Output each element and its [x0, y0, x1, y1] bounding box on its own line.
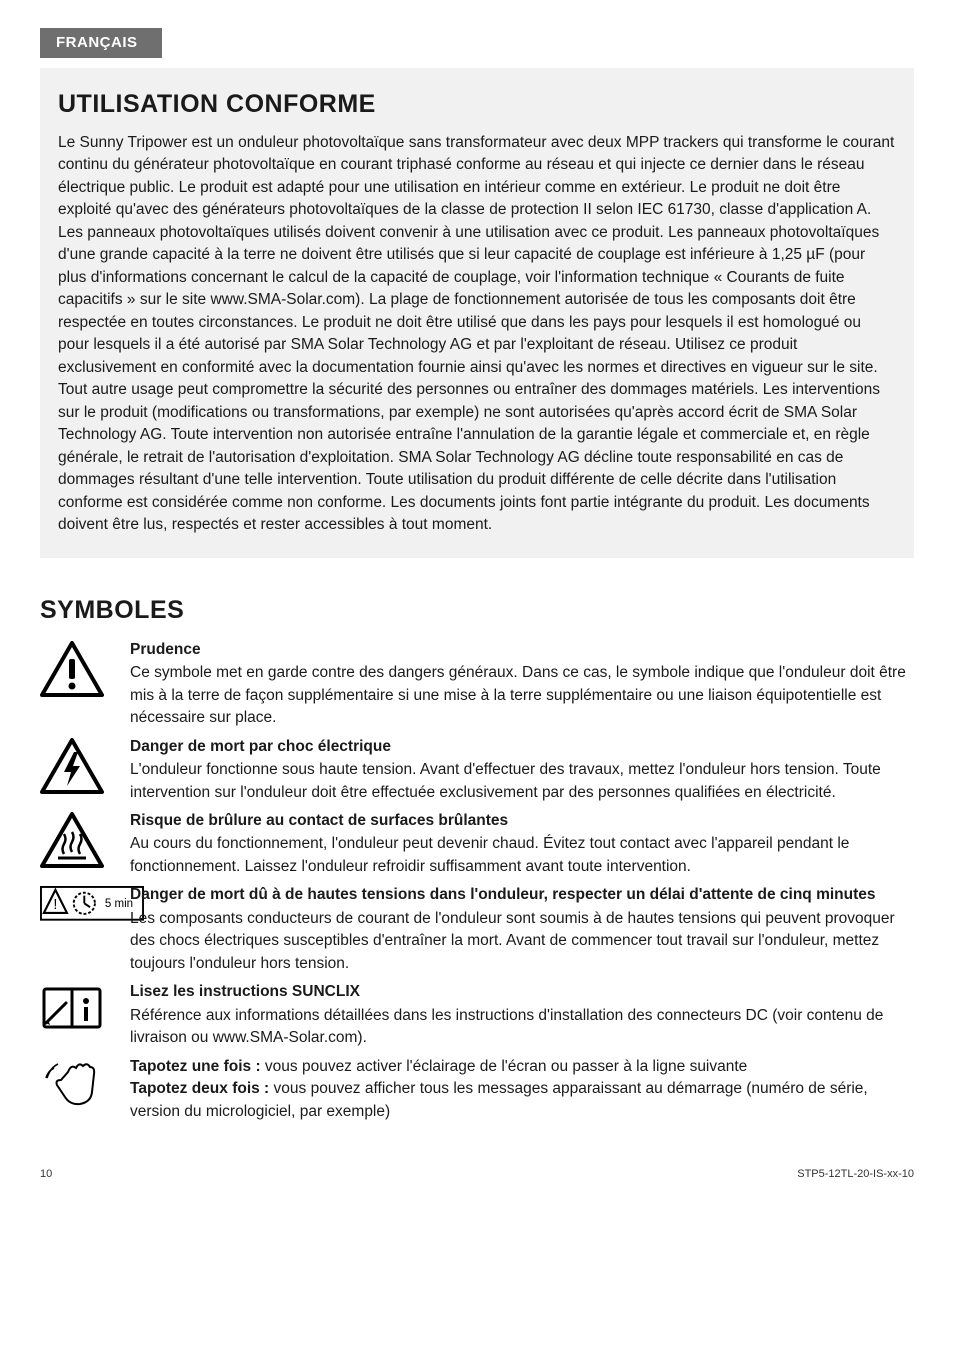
symbol-body: Les composants conducteurs de courant de…	[130, 908, 914, 975]
symbol-body: L'onduleur fonctionne sous haute tension…	[130, 759, 914, 804]
tap-once-label: Tapotez une fois :	[130, 1058, 265, 1075]
symbol-body: Ce symbole met en garde contre des dange…	[130, 662, 914, 729]
symbols-title: SYMBOLES	[40, 592, 914, 628]
symbol-row: Risque de brûlure au contact de surfaces…	[40, 810, 914, 878]
symbol-heading: Prudence	[130, 639, 914, 661]
intended-use-section: UTILISATION CONFORME Le Sunny Tripower e…	[40, 68, 914, 559]
tap-gesture-icon	[40, 1056, 112, 1110]
warning-triangle-icon	[40, 639, 112, 697]
symbol-row: Tapotez une fois : vous pouvez activer l…	[40, 1056, 914, 1123]
tap-twice-label: Tapotez deux fois :	[130, 1080, 274, 1097]
svg-text:!: !	[53, 897, 57, 913]
symbol-heading: Lisez les instructions SUNCLIX	[130, 981, 914, 1003]
symbol-heading: Danger de mort dû à de hautes tensions d…	[130, 884, 914, 906]
page-footer: 10 STP5-12TL-20-IS-xx-10	[40, 1167, 914, 1183]
delay-badge-text: 5 min	[105, 899, 133, 911]
symbol-body: Au cours du fonctionnement, l'onduleur p…	[130, 833, 914, 878]
symbol-row: ! 5 min Danger de mort dû à de hautes te…	[40, 884, 914, 975]
hot-surface-icon	[40, 810, 112, 868]
symbol-heading: Risque de brûlure au contact de surfaces…	[130, 810, 914, 832]
electric-shock-icon	[40, 736, 112, 794]
tap-instructions: Tapotez une fois : vous pouvez activer l…	[130, 1056, 914, 1123]
symbol-heading: Danger de mort par choc électrique	[130, 736, 914, 758]
section-title: UTILISATION CONFORME	[58, 86, 896, 122]
symbol-body: Référence aux informations détaillées da…	[130, 1005, 914, 1050]
page-number: 10	[40, 1167, 52, 1183]
symbol-row: Danger de mort par choc électrique L'ond…	[40, 736, 914, 804]
symbol-row: Prudence Ce symbole met en garde contre …	[40, 639, 914, 730]
tap-once-body: vous pouvez activer l'éclairage de l'écr…	[265, 1058, 747, 1075]
section-body: Le Sunny Tripower est un onduleur photov…	[58, 132, 896, 536]
symbols-section: SYMBOLES Prudence Ce symbole met en gard…	[40, 592, 914, 1123]
language-tab: FRANÇAIS	[40, 28, 162, 58]
read-manual-icon	[40, 981, 112, 1031]
symbol-row: Lisez les instructions SUNCLIX Référence…	[40, 981, 914, 1049]
document-id: STP5-12TL-20-IS-xx-10	[797, 1167, 914, 1183]
